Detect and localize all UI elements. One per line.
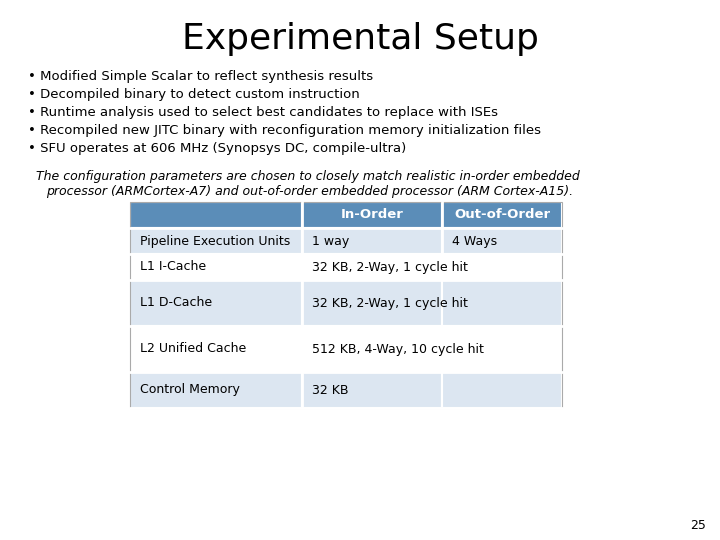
Bar [442,228,562,254]
Text: 32 KB, 2-Way, 1 cycle hit: 32 KB, 2-Way, 1 cycle hit [312,260,468,273]
Text: Control Memory: Control Memory [140,383,240,396]
Text: • Modified Simple Scalar to reflect synthesis results: • Modified Simple Scalar to reflect synt… [28,70,373,83]
Text: processor (ARMCortex-A7) and out-of-order embedded processor (ARM Cortex-A15).: processor (ARMCortex-A7) and out-of-orde… [46,185,573,198]
Text: Pipeline Execution Units: Pipeline Execution Units [140,234,290,247]
Text: L2 Unified Cache: L2 Unified Cache [140,342,246,355]
Text: 1 way: 1 way [312,234,349,247]
Text: 4 Ways: 4 Ways [452,234,497,247]
Text: 32 KB, 2-Way, 1 cycle hit: 32 KB, 2-Way, 1 cycle hit [312,296,468,309]
Bar [302,254,442,280]
Bar [302,326,442,372]
Bar [130,228,302,254]
Bar [130,254,302,280]
Bar [442,280,562,326]
Bar [442,326,562,372]
Text: • Runtime analysis used to select best candidates to replace with ISEs: • Runtime analysis used to select best c… [28,106,498,119]
Bar [130,372,302,408]
Text: L1 D-Cache: L1 D-Cache [140,296,212,309]
Text: • Decompiled binary to detect custom instruction: • Decompiled binary to detect custom ins… [28,88,360,101]
Bar [130,280,302,326]
Bar [130,202,302,228]
Bar [442,202,562,228]
Bar [302,372,442,408]
Bar [302,228,442,254]
Bar [442,372,562,408]
Bar [302,280,442,326]
Bar [130,326,302,372]
Text: 512 KB, 4-Way, 10 cycle hit: 512 KB, 4-Way, 10 cycle hit [312,342,484,355]
Bar [442,254,562,280]
Text: 25: 25 [690,519,706,532]
Text: L1 I-Cache: L1 I-Cache [140,260,206,273]
Text: • Recompiled new JITC binary with reconfiguration memory initialization files: • Recompiled new JITC binary with reconf… [28,124,541,137]
Bar [302,202,442,228]
Bar [130,202,562,408]
Text: Experimental Setup: Experimental Setup [181,22,539,56]
Text: • SFU operates at 606 MHz (Synopsys DC, compile-ultra): • SFU operates at 606 MHz (Synopsys DC, … [28,142,406,155]
Text: The configuration parameters are chosen to closely match realistic in-order embe: The configuration parameters are chosen … [36,170,580,183]
Text: In-Order: In-Order [341,208,403,221]
Text: 32 KB: 32 KB [312,383,348,396]
Text: Out-of-Order: Out-of-Order [454,208,550,221]
